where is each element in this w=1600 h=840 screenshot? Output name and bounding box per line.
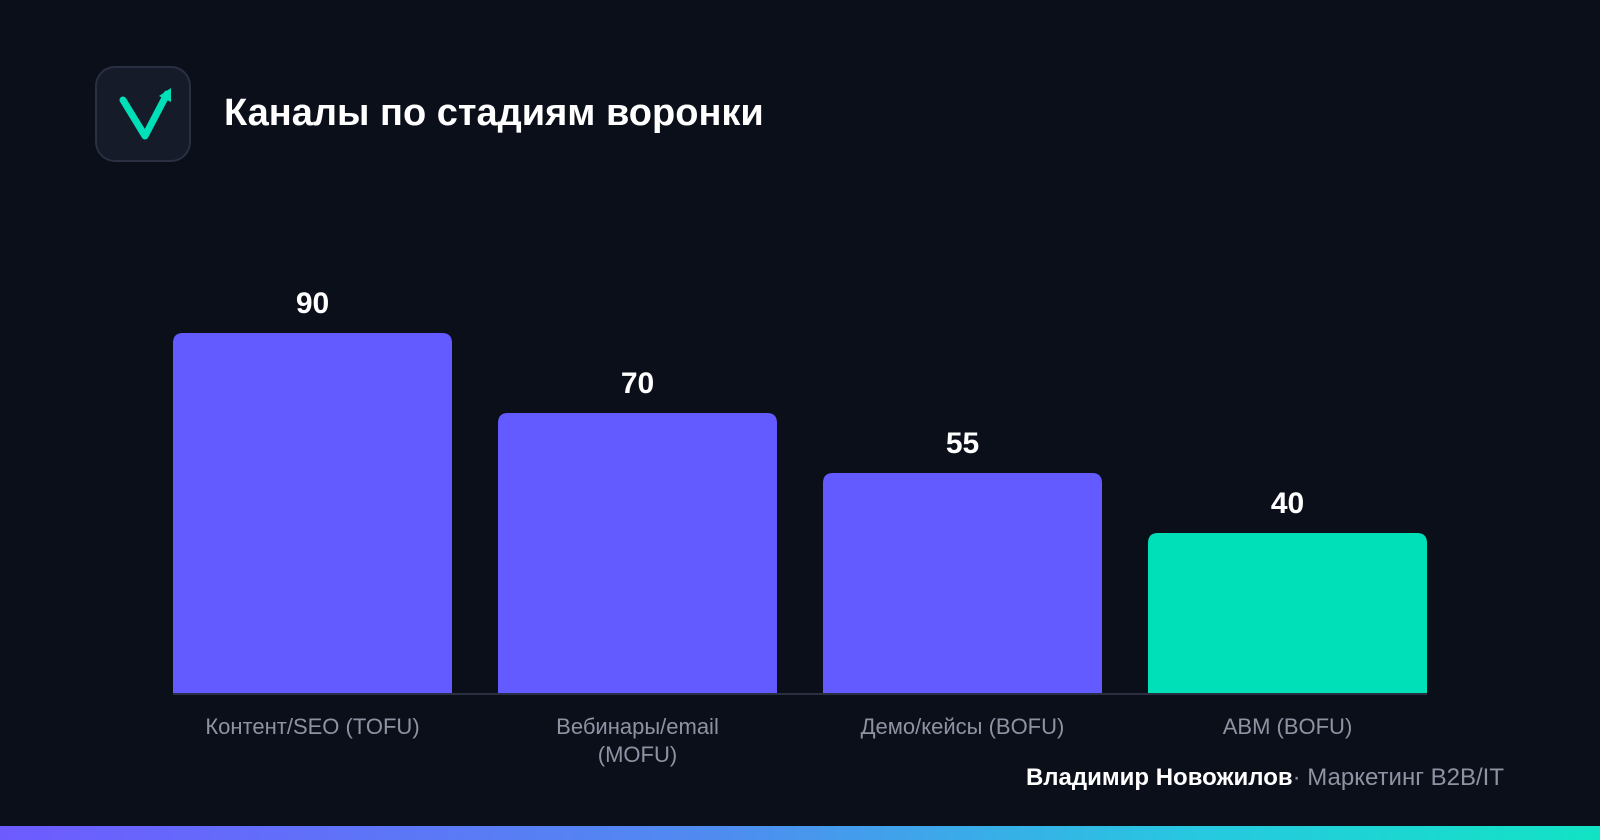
bar [498, 413, 777, 693]
bar [823, 473, 1102, 693]
author-name: Владимир Новожилов [1025, 764, 1293, 791]
bar [1148, 533, 1427, 693]
page-title: Каналы по стадиям воронки [224, 92, 764, 134]
bar-value-label: 40 [1271, 487, 1304, 520]
category-label: ABM (BOFU) [1223, 714, 1353, 739]
category-label: Контент/SEO (TOFU) [205, 714, 419, 739]
footer-separator: · [1292, 764, 1301, 791]
bar-chart: 90 Контент/SEO (TOFU) 70 Вебинары/email (MOF… [173, 287, 1427, 767]
bottom-gradient-bar [0, 826, 1600, 840]
checkmark-arrow-icon [119, 88, 171, 140]
brand-logo [95, 66, 191, 162]
category-label: Демо/кейсы (BOFU) [861, 714, 1065, 739]
bar-value-label: 55 [946, 427, 979, 460]
bar-value-label: 90 [296, 287, 329, 320]
category-label: Вебинары/email [556, 714, 719, 739]
footer-credit: Владимир Новожилов· Маркетинг B2B/IT [1026, 763, 1504, 793]
category-label: (MOFU) [598, 742, 677, 767]
bar-value-label: 70 [621, 367, 654, 400]
bar [173, 333, 452, 693]
footer-tagline: Маркетинг B2B/IT [1307, 764, 1504, 791]
